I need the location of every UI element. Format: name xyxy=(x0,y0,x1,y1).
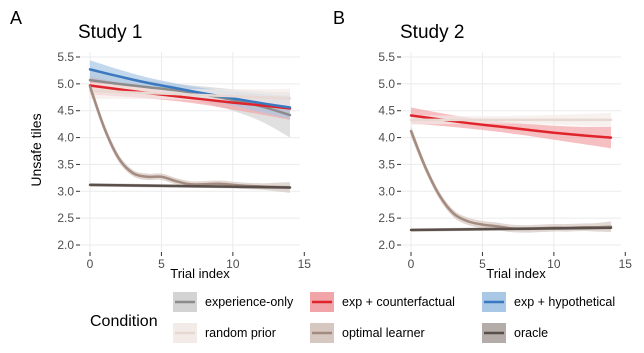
panel-title-study-1: Study 1 xyxy=(78,22,142,43)
legend-label: random prior xyxy=(205,326,276,340)
legend-item-experience-only: experience-only xyxy=(173,292,294,312)
legend-item-random-prior: random prior xyxy=(173,323,276,343)
legend-item-optimal-learner: optimal learner xyxy=(310,323,425,343)
series-line-exp-hypothetical xyxy=(88,68,292,109)
series-line-random-prior xyxy=(88,89,292,100)
series-line-oracle xyxy=(409,226,613,232)
y-tick-label: 3.0 xyxy=(57,184,74,198)
y-tick-label: 2.0 xyxy=(378,238,395,252)
panel-b: B Study 2 Trial index 2.0 2.5 3.0 3.5 4.0 4.5… xyxy=(333,8,632,281)
y-tick-label: 2.0 xyxy=(57,238,74,252)
y-tick-label: 2.5 xyxy=(57,211,74,225)
x-tick-label: 5 xyxy=(479,257,486,271)
x-tick-label: 15 xyxy=(298,257,312,271)
legend: Condition experience-only exp + counterfa… xyxy=(90,292,615,343)
panel-title-study-2: Study 2 xyxy=(400,22,464,43)
x-tick-label: 0 xyxy=(408,257,415,271)
legend-label: exp + hypothetical xyxy=(514,295,615,309)
y-tick-label: 4.5 xyxy=(378,104,395,118)
legend-label: exp + counterfactual xyxy=(342,295,455,309)
y-tick-label: 4.0 xyxy=(57,131,74,145)
y-tick-label: 2.5 xyxy=(378,211,395,225)
legend-label: oracle xyxy=(514,326,548,340)
legend-item-exp-counterfactual: exp + counterfactual xyxy=(310,292,455,312)
legend-item-oracle: oracle xyxy=(482,323,548,343)
y-axis-label: Unsafe tiles xyxy=(28,113,44,186)
x-tick-label: 10 xyxy=(226,257,240,271)
panel-letter-b: B xyxy=(333,8,345,28)
legend-label: optimal learner xyxy=(342,326,425,340)
legend-title: Condition xyxy=(90,313,158,330)
y-tick-label: 5.5 xyxy=(378,50,395,64)
grid-lines xyxy=(401,52,621,252)
x-axis-label-a: Trial index xyxy=(170,266,230,281)
y-tick-label: 5.0 xyxy=(57,77,74,91)
series-lines xyxy=(88,68,292,189)
x-axis-label-b: Trial index xyxy=(486,266,546,281)
panel-letter-a: A xyxy=(10,8,22,28)
y-tick-label: 5.0 xyxy=(378,77,395,91)
y-tick-label: 3.5 xyxy=(57,157,74,171)
grid-lines xyxy=(80,52,300,252)
y-tick-label: 4.0 xyxy=(378,131,395,145)
y-tick-label: 5.5 xyxy=(57,50,74,64)
x-tick-label: 10 xyxy=(547,257,561,271)
legend-label: experience-only xyxy=(205,295,294,309)
y-tick-label: 3.5 xyxy=(378,157,395,171)
series-lines xyxy=(409,114,613,232)
y-tick-label: 4.5 xyxy=(57,104,74,118)
series-line-exp-counterfactual xyxy=(88,84,292,110)
x-tick-label: 0 xyxy=(87,257,94,271)
panel-a: A Study 1 Unsafe tiles Trial index 2.0 2.… xyxy=(10,8,311,281)
x-tick-label: 5 xyxy=(158,257,165,271)
x-tick-label: 15 xyxy=(619,257,633,271)
y-tick-label: 3.0 xyxy=(378,184,395,198)
series-line-oracle xyxy=(88,183,292,189)
legend-item-exp-hypothetical: exp + hypothetical xyxy=(482,292,615,312)
